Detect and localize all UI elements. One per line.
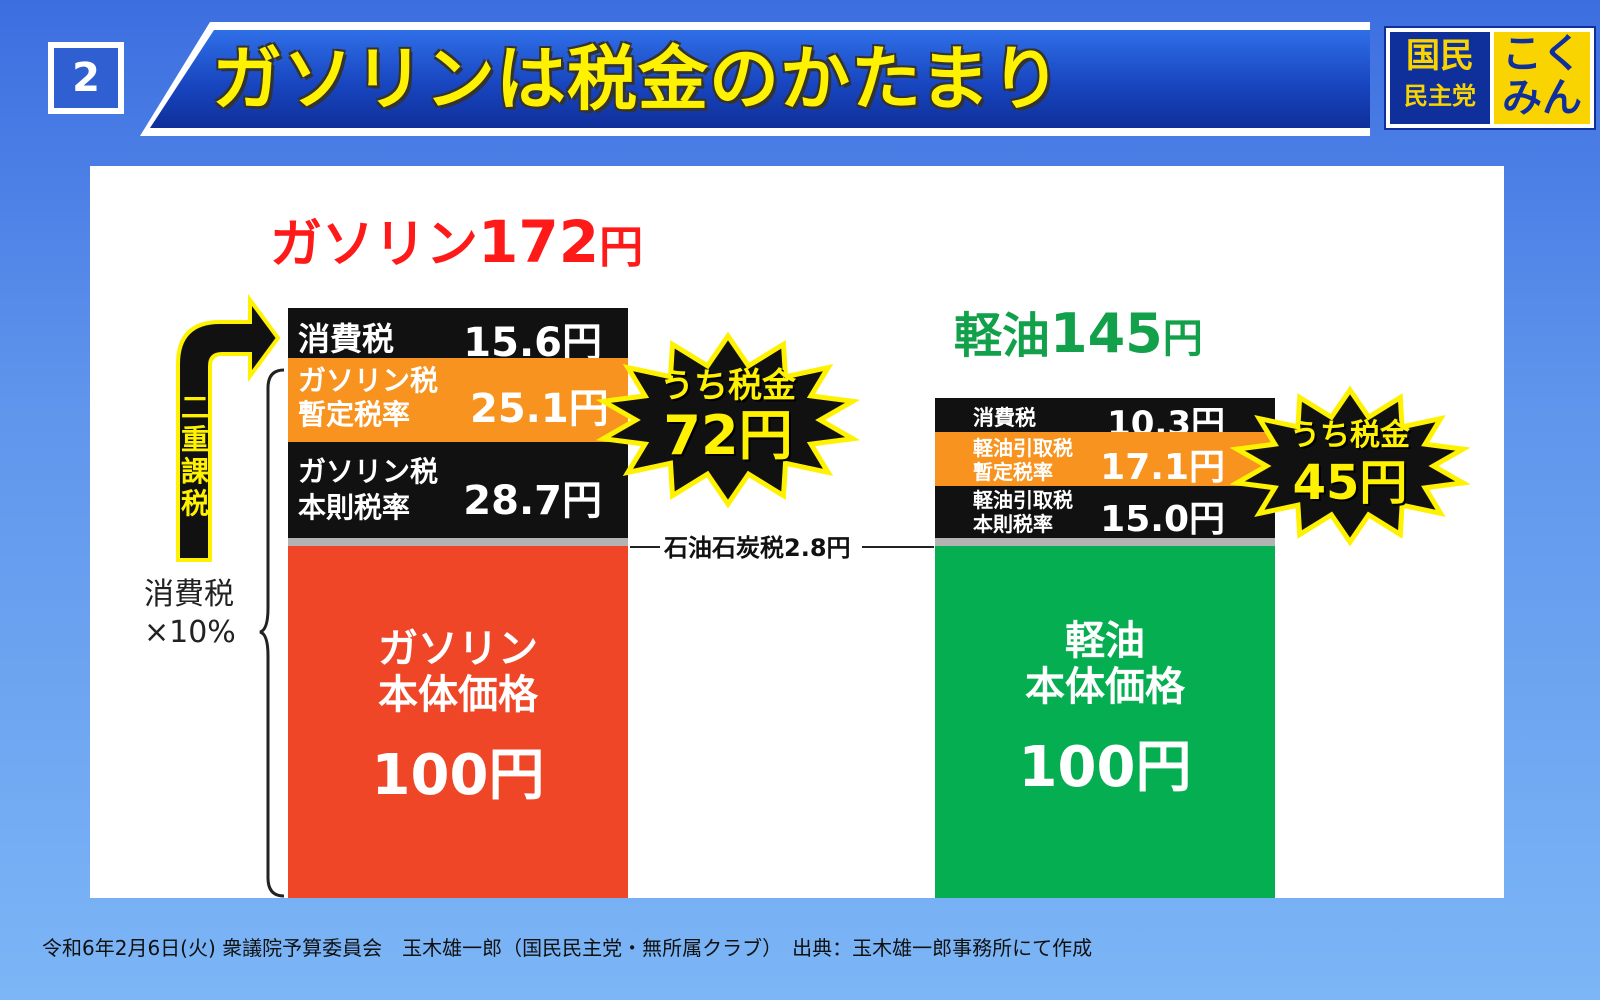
gasoline-base-value: 100円 <box>371 743 545 808</box>
gasoline-title-number: 172 <box>478 208 600 276</box>
diesel-segment-label-line2: 本則税率 <box>973 512 1053 536</box>
diesel-segment-value: 17.1円 <box>1100 447 1225 488</box>
slide-number-badge: 2 <box>48 42 124 114</box>
diesel-tax-starburst <box>1230 386 1470 546</box>
diesel-segment-label-line2: 暫定税率 <box>973 460 1053 484</box>
diesel-segment-label-line1: 軽油引取税 <box>973 488 1073 512</box>
diesel-tax-badge-line1: うち税金 <box>1290 418 1410 453</box>
diesel-segment-value: 15.0円 <box>1100 499 1225 540</box>
gasoline-bar: 消費税 15.6円 ガソリン税 暫定税率 25.1円 ガソリン税 本則税率 28… <box>288 308 628 898</box>
diesel-segment-label-line1: 軽油引取税 <box>973 436 1073 460</box>
consumption-tax-note: 消費税 ×10% <box>144 576 236 652</box>
diesel-segment-label: 軽油引取税 本則税率 <box>973 488 1073 536</box>
diesel-title-name: 軽油 <box>954 308 1051 364</box>
gasoline-segment-label-line2: 本則税率 <box>298 491 411 524</box>
diesel-petroleum-coal-tax-strip <box>935 538 1275 546</box>
title-banner <box>150 30 1370 128</box>
logo-text-2: 民主党 <box>1404 82 1476 110</box>
double-tax-arrow <box>176 294 281 562</box>
party-logo: 国民 民主党 こく みん <box>1384 26 1596 130</box>
gasoline-segment-label-line1: ガソリン税 <box>298 364 439 397</box>
diesel-base-line1: 軽油 <box>1065 618 1145 664</box>
diesel-title-unit: 円 <box>1162 316 1203 362</box>
logo-left-block: 国民 民主党 <box>1390 32 1490 124</box>
diesel-segment-base-rate: 軽油引取税 本則税率 15.0円 <box>935 486 1275 540</box>
diesel-base-line2: 本体価格 <box>1025 664 1185 710</box>
gasoline-segment-value: 25.1円 <box>470 386 609 432</box>
consumption-tax-brace <box>259 368 285 898</box>
starburst-shape <box>1230 386 1470 546</box>
gasoline-base-price: ガソリン 本体価格 100円 <box>288 546 628 898</box>
gasoline-tax-starburst <box>596 332 860 508</box>
gasoline-segment-label: 消費税 <box>298 320 395 358</box>
gasoline-segment-label-line1: ガソリン税 <box>298 455 439 488</box>
gasoline-segment-consumption-tax: 消費税 15.6円 <box>288 308 628 366</box>
gasoline-title-name: ガソリン <box>270 215 479 275</box>
gasoline-base-line1: ガソリン <box>378 626 538 672</box>
gasoline-tax-badge-line1: うち税金 <box>660 366 796 406</box>
petroleum-note-line-right <box>862 546 934 548</box>
gasoline-price-title: ガソリン172円 <box>270 202 643 277</box>
consumption-tax-note-line2: ×10% <box>144 615 236 650</box>
gasoline-segment-provisional-rate: ガソリン税 暫定税率 25.1円 <box>288 358 628 442</box>
logo-text-4: みん <box>1502 75 1582 121</box>
gasoline-title-unit: 円 <box>599 222 644 273</box>
gasoline-segment-label-line2: 暫定税率 <box>298 398 411 431</box>
diesel-bar: 消費税 10.3円 軽油引取税 暫定税率 17.1円 軽油引取税 本則税率 15… <box>935 398 1275 898</box>
gasoline-segment-base-rate: ガソリン税 本則税率 28.7円 <box>288 442 628 538</box>
gasoline-segment-label: ガソリン税 暫定税率 <box>298 364 438 432</box>
gasoline-segment-label: ガソリン税 本則税率 <box>298 454 438 526</box>
diesel-base-value: 100円 <box>1018 735 1192 800</box>
diesel-tax-badge-line2: 45円 <box>1292 455 1408 511</box>
footer-source: 令和6年2月6日(火) 衆議院予算委員会 玉木雄一郎（国民民主党・無所属クラブ）… <box>42 936 1093 960</box>
gasoline-base-label: ガソリン 本体価格 <box>288 626 628 718</box>
diesel-segment-provisional-rate: 軽油引取税 暫定税率 17.1円 <box>935 432 1275 488</box>
double-tax-label: 二重課税 <box>180 391 209 520</box>
gasoline-segment-value: 28.7円 <box>463 478 602 524</box>
petroleum-note-line-left <box>630 546 660 548</box>
logo-text-1: 国民 <box>1406 36 1474 76</box>
gasoline-tax-badge-line2: 72円 <box>663 404 793 467</box>
gasoline-base-line2: 本体価格 <box>378 672 538 718</box>
page-title: ガソリンは税金のかたまり <box>212 38 1062 120</box>
logo-right-block: こく みん <box>1494 32 1590 124</box>
gasoline-petroleum-coal-tax-strip <box>288 538 628 546</box>
diesel-segment-consumption-tax: 消費税 10.3円 <box>935 398 1275 444</box>
petroleum-coal-tax-note: 石油石炭税2.8円 <box>664 534 851 562</box>
diesel-base-label: 軽油 本体価格 <box>935 618 1275 710</box>
consumption-tax-note-line1: 消費税 <box>144 577 234 612</box>
brace-path <box>259 368 285 898</box>
logo-text-3: こく <box>1502 31 1582 77</box>
diesel-base-price: 軽油 本体価格 100円 <box>935 546 1275 898</box>
diesel-title-number: 145 <box>1050 302 1163 365</box>
chart-panel: ガソリン172円 軽油145円 消費税 15.6円 ガソリン税 暫定税率 25.… <box>90 166 1504 898</box>
diesel-price-title: 軽油145円 <box>954 296 1203 366</box>
starburst-shape <box>596 332 860 508</box>
arrow-shape <box>176 294 281 562</box>
diesel-segment-label: 軽油引取税 暫定税率 <box>973 436 1073 484</box>
diesel-segment-label: 消費税 <box>973 406 1036 430</box>
